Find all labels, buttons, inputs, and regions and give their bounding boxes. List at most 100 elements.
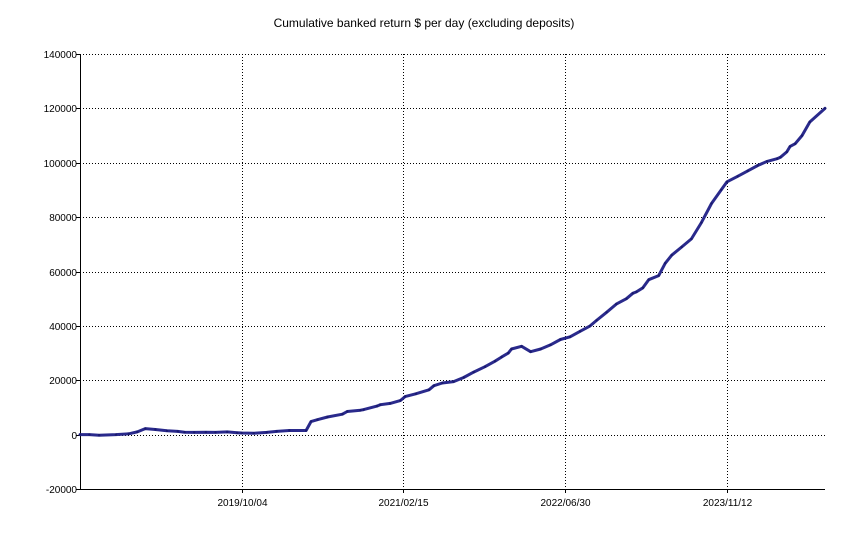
data-point (204, 431, 207, 434)
y-tick-label: -20000 (46, 485, 78, 496)
data-point (265, 431, 268, 434)
data-point (375, 404, 379, 408)
data-point (432, 384, 436, 387)
data-point (462, 376, 465, 379)
data-point (800, 134, 804, 137)
data-point (788, 145, 792, 148)
data-point (746, 169, 749, 173)
x-tick-label: 2019/10/04 (217, 498, 267, 509)
y-tick-label: 100000 (44, 159, 78, 170)
data-point (346, 410, 349, 413)
x-tick-label: 2021/02/15 (378, 498, 428, 509)
data-point (493, 360, 497, 363)
data-point (136, 430, 139, 434)
data-point (127, 432, 130, 435)
data-point (97, 434, 101, 437)
y-tick-label: 120000 (44, 104, 78, 115)
data-point (452, 380, 455, 383)
data-point (605, 311, 608, 314)
x-axis-tick-labels: 2019/10/04 2021/02/15 2022/06/30 2023/11/12 (217, 498, 752, 509)
data-point (520, 345, 523, 348)
data-point (399, 399, 402, 402)
y-tick-label: 140000 (44, 50, 78, 61)
data-point (304, 429, 308, 432)
data-point (414, 392, 417, 395)
data-point (725, 180, 729, 183)
data-point (288, 429, 291, 432)
data-point (341, 413, 344, 416)
data-point (214, 431, 217, 434)
data-point (779, 156, 782, 159)
data-point (647, 278, 650, 281)
data-point (808, 120, 811, 124)
data-point (539, 347, 542, 351)
data-point (154, 428, 157, 431)
data-point (823, 107, 827, 110)
y-tick-label: 20000 (49, 376, 77, 387)
data-point (379, 403, 382, 406)
data-point (472, 370, 475, 374)
series-layer (78, 106, 827, 437)
data-point (144, 427, 147, 430)
data-point (236, 431, 239, 434)
data-point (680, 245, 683, 249)
data-point (403, 395, 407, 398)
series-line-0 (78, 106, 827, 437)
data-point (483, 365, 487, 368)
y-tick-label: 80000 (49, 213, 77, 224)
data-point (88, 433, 91, 436)
data-point (657, 274, 660, 277)
axes (76, 54, 825, 493)
data-point (275, 430, 278, 433)
data-point (775, 157, 779, 160)
data-point (326, 415, 329, 419)
chart-title: Cumulative banked return $ per day (excl… (274, 16, 575, 30)
data-point (183, 431, 186, 434)
data-point (78, 433, 82, 436)
data-point (176, 430, 179, 433)
data-point (670, 254, 673, 257)
data-point (389, 402, 392, 405)
data-point (700, 221, 703, 224)
data-point (631, 292, 634, 295)
data-point (529, 350, 532, 353)
x-tick-label: 2022/06/30 (540, 498, 590, 509)
data-point (720, 188, 723, 192)
data-point (664, 262, 667, 265)
data-point (252, 432, 255, 435)
data-point (309, 420, 313, 423)
y-tick-label: 0 (71, 431, 77, 442)
data-point (510, 347, 513, 351)
data-point (441, 381, 444, 385)
data-point (316, 418, 319, 421)
y-tick-label: 40000 (49, 322, 77, 333)
data-point (625, 297, 628, 300)
grid-lines (80, 54, 825, 490)
data-point (362, 408, 365, 411)
data-point (226, 430, 229, 434)
data-point (756, 164, 759, 167)
data-point (710, 202, 713, 205)
data-point (500, 355, 503, 359)
data-point (615, 302, 618, 306)
y-axis-tick-labels: 140000 120000 100000 80000 60000 40000 20000 0 -… (44, 50, 78, 496)
x-tick-label: 2023/11/12 (703, 498, 753, 509)
data-point (193, 431, 196, 434)
data-point (240, 431, 243, 435)
data-point (765, 160, 769, 163)
data-point (359, 409, 362, 412)
data-point (635, 290, 638, 294)
data-point (785, 150, 788, 154)
data-point (549, 343, 552, 347)
data-point (507, 351, 510, 355)
y-tick-label: 60000 (49, 268, 77, 279)
data-point (794, 142, 797, 145)
data-point (736, 175, 739, 178)
data-point (690, 237, 693, 241)
data-point (595, 319, 598, 322)
data-point (427, 388, 431, 391)
data-point (568, 335, 572, 338)
data-point (578, 330, 582, 333)
data-point (114, 433, 118, 436)
